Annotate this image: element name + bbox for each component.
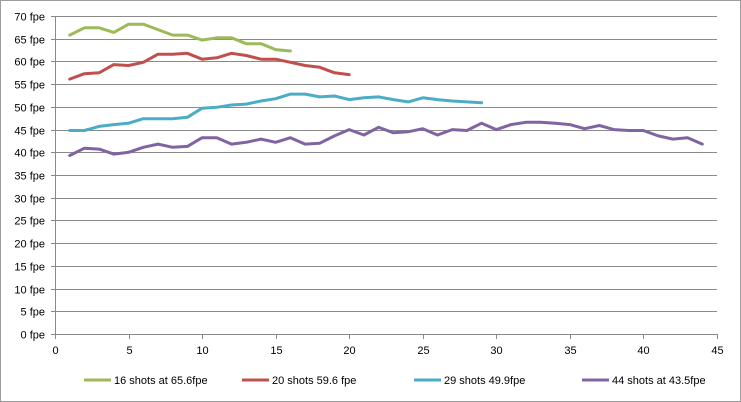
legend-label: 20 shots 59.6 fpe	[272, 375, 356, 387]
series-line-4	[68, 120, 704, 157]
y-tick-label: 55 fpe	[14, 80, 45, 92]
legend-label: 44 shots at 43.5fpe	[612, 375, 706, 387]
x-tick-label: 10	[196, 345, 208, 357]
series-lines	[68, 22, 704, 157]
series-line-1	[68, 22, 292, 53]
legend-label: 16 shots at 65.6fpe	[114, 375, 208, 387]
x-tick-label: 35	[564, 345, 576, 357]
x-tick-label: 0	[52, 345, 58, 357]
y-tick-label: 0 fpe	[21, 330, 45, 342]
x-tick-label: 30	[490, 345, 502, 357]
y-tick-label: 45 fpe	[14, 126, 45, 138]
legend: 16 shots at 65.6fpe 20 shots 59.6 fpe 29 s…	[84, 375, 706, 387]
y-tick-label: 25 fpe	[14, 216, 45, 228]
y-tick-label: 60 fpe	[14, 57, 45, 69]
y-tick-label: 20 fpe	[14, 239, 45, 251]
x-tick-label: 25	[417, 345, 429, 357]
x-tick-label: 45	[711, 345, 723, 357]
x-tick-label: 20	[343, 345, 355, 357]
x-tick-label: 5	[126, 345, 132, 357]
y-tick-label: 50 fpe	[14, 103, 45, 115]
y-tick-label: 10 fpe	[14, 285, 45, 297]
series-line-2	[68, 51, 351, 81]
gridlines	[55, 16, 717, 312]
x-axis-tick-labels: 0 5 10 15 20 25 30 35 40 45	[52, 345, 723, 357]
y-tick-label: 15 fpe	[14, 262, 45, 274]
series-line-3	[68, 92, 484, 132]
y-tick-label: 30 fpe	[14, 194, 45, 206]
y-tick-label: 65 fpe	[14, 35, 45, 47]
y-tick-label: 70 fpe	[14, 12, 45, 24]
y-tick-label: 40 fpe	[14, 148, 45, 160]
y-tick-label: 35 fpe	[14, 171, 45, 183]
y-tick-label: 5 fpe	[21, 307, 45, 319]
x-tick-label: 40	[637, 345, 649, 357]
axes	[51, 16, 718, 339]
legend-label: 29 shots 49.9fpe	[444, 375, 525, 387]
x-tick-label: 15	[270, 345, 282, 357]
y-axis-tick-labels: 0 fpe 5 fpe 10 fpe 15 fpe 20 fpe 25 fpe 30 fpe…	[14, 12, 45, 342]
